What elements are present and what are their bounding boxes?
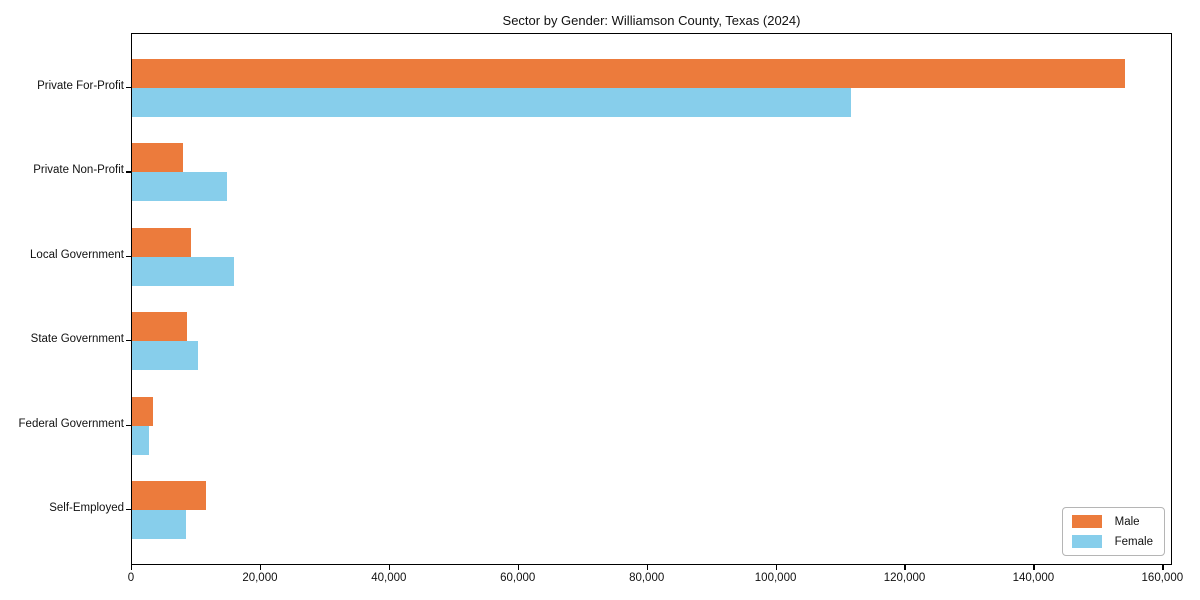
x-tick-label-60-000: 60,000 <box>500 572 536 584</box>
y-tick-label-private-for-profit: Private For-Profit <box>37 80 124 92</box>
y-tick-mark <box>126 340 131 342</box>
x-tick-mark <box>517 565 519 570</box>
legend-swatch-male <box>1071 515 1102 528</box>
x-tick-label-20-000: 20,000 <box>242 572 278 584</box>
x-tick-mark <box>1162 565 1164 570</box>
x-tick-mark <box>259 565 262 570</box>
legend-item-female: Female <box>1071 535 1153 548</box>
bar-female-self-employed <box>132 510 187 539</box>
legend-label-female: Female <box>1114 535 1153 548</box>
x-tick-label-100-000: 100,000 <box>754 572 797 584</box>
bar-male-local-government <box>132 227 192 257</box>
y-tick-label-state-government: State Government <box>30 333 124 346</box>
x-tick-label-0: 0 <box>127 572 135 584</box>
y-tick-label-federal-government: Federal Government <box>18 417 124 430</box>
y-tick-mark <box>126 424 131 426</box>
x-tick-label-120-000: 120,000 <box>883 572 926 584</box>
bar-female-local-government <box>132 256 235 286</box>
y-tick-label-self-employed: Self-Employed <box>49 502 124 514</box>
y-tick-label-local-government: Local Government <box>30 248 124 261</box>
x-tick-mark <box>646 565 648 570</box>
x-tick-mark <box>388 565 391 570</box>
bar-female-private-for-profit <box>132 88 851 117</box>
x-tick-label-40-000: 40,000 <box>371 572 407 584</box>
bar-male-self-employed <box>132 481 207 510</box>
x-tick-mark <box>904 565 906 570</box>
bar-female-state-government <box>132 341 198 371</box>
x-tick-mark <box>1033 565 1035 570</box>
bar-female-private-non-profit <box>132 172 228 202</box>
y-tick-label-private-non-profit: Private Non-Profit <box>33 164 124 177</box>
chart-title: Sector by Gender: Williamson County, Tex… <box>502 13 801 28</box>
y-tick-mark <box>126 509 131 511</box>
legend-swatch-female <box>1071 535 1102 548</box>
bar-male-state-government <box>132 312 187 342</box>
x-tick-mark <box>131 565 133 570</box>
x-tick-label-160-000: 160,000 <box>1141 572 1184 584</box>
x-tick-mark <box>775 565 777 570</box>
x-tick-label-140-000: 140,000 <box>1012 572 1055 584</box>
legend-label-male: Male <box>1114 515 1140 528</box>
x-tick-label-80-000: 80,000 <box>629 572 665 584</box>
y-tick-mark <box>126 255 131 257</box>
legend: Male Female <box>1061 507 1165 556</box>
bar-male-federal-government <box>132 396 153 426</box>
bar-male-private-for-profit <box>132 59 1125 88</box>
y-tick-mark <box>126 87 131 89</box>
plot-area: Male Female <box>131 33 1172 565</box>
bar-male-private-non-profit <box>132 143 183 173</box>
y-tick-mark <box>126 171 131 173</box>
legend-item-male: Male <box>1071 515 1153 528</box>
bar-female-federal-government <box>132 425 150 455</box>
